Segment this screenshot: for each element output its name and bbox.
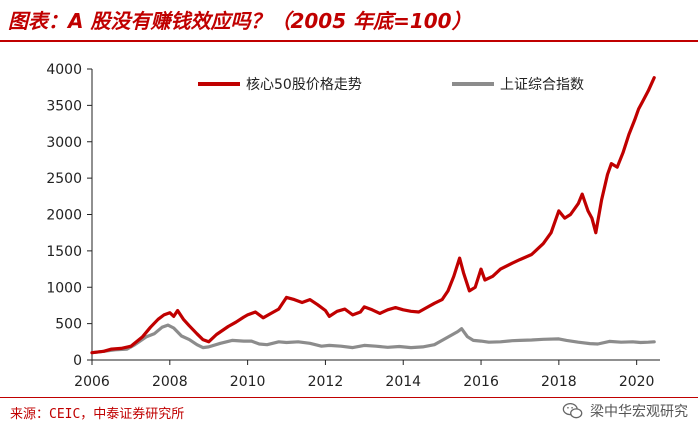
- legend: 核心50股价格走势 上证综合指数: [198, 77, 584, 93]
- y-tick-label: 3000: [46, 135, 82, 151]
- legend-item-sse: 上证综合指数: [452, 77, 584, 93]
- x-tick: 2018: [541, 360, 577, 390]
- x-tick-label: 2012: [308, 374, 344, 390]
- legend-label-sse: 上证综合指数: [500, 77, 584, 93]
- y-tick-label: 500: [55, 317, 82, 333]
- x-tick-label: 2018: [541, 374, 577, 390]
- chart-title: 图表：A 股没有赚钱效应吗？（2005 年底=100）: [8, 9, 472, 33]
- y-tick: 4000: [46, 62, 92, 78]
- x-tick: 2012: [308, 360, 344, 390]
- y-tick: 3500: [46, 98, 92, 114]
- y-tick-label: 3500: [46, 98, 82, 114]
- source-note: 来源：CEIC，中泰证券研究所: [10, 407, 185, 422]
- x-tick-label: 2020: [619, 374, 655, 390]
- y-tick: 1000: [46, 280, 92, 296]
- y-tick: 2000: [46, 208, 92, 224]
- x-tick: 2014: [385, 360, 421, 390]
- x-tick-label: 2010: [230, 374, 266, 390]
- y-tick-label: 2500: [46, 171, 82, 187]
- footer-divider: [0, 397, 698, 398]
- wechat-icon: [562, 403, 583, 419]
- y-tick: 0: [73, 353, 92, 369]
- watermark: 梁中华宏观研究: [562, 399, 688, 423]
- y-tick: 3000: [46, 135, 92, 151]
- y-tick: 500: [55, 317, 92, 333]
- series-line-sse: [90, 323, 656, 355]
- title-divider: [0, 40, 698, 42]
- legend-item-core50: 核心50股价格走势: [198, 77, 362, 93]
- x-tick-label: 2016: [463, 374, 499, 390]
- watermark-label: 梁中华宏观研究: [590, 404, 688, 420]
- y-tick-label: 1500: [46, 244, 82, 260]
- y-tick-label: 0: [73, 353, 82, 369]
- x-tick: 2006: [74, 360, 110, 390]
- y-axis: 0 500 1000 1500 2000 2500 3000 3500 4000: [46, 62, 93, 369]
- x-tick: 2016: [463, 360, 499, 390]
- y-tick-label: 1000: [46, 280, 82, 296]
- y-tick-label: 2000: [46, 208, 82, 224]
- x-tick-label: 2014: [385, 374, 421, 390]
- x-tick: 2010: [230, 360, 266, 390]
- x-tick: 2020: [619, 360, 655, 390]
- x-tick-label: 2008: [152, 374, 188, 390]
- y-tick: 2500: [46, 171, 92, 187]
- x-axis: 2006 2008 2010 2012 2014 2016 2018 2020: [74, 359, 660, 390]
- x-tick: 2008: [152, 360, 188, 390]
- x-tick-label: 2006: [74, 374, 110, 390]
- legend-label-core50: 核心50股价格走势: [246, 77, 362, 93]
- series-line-core50: [90, 76, 656, 355]
- y-tick-label: 4000: [46, 62, 82, 78]
- y-tick: 1500: [46, 244, 92, 260]
